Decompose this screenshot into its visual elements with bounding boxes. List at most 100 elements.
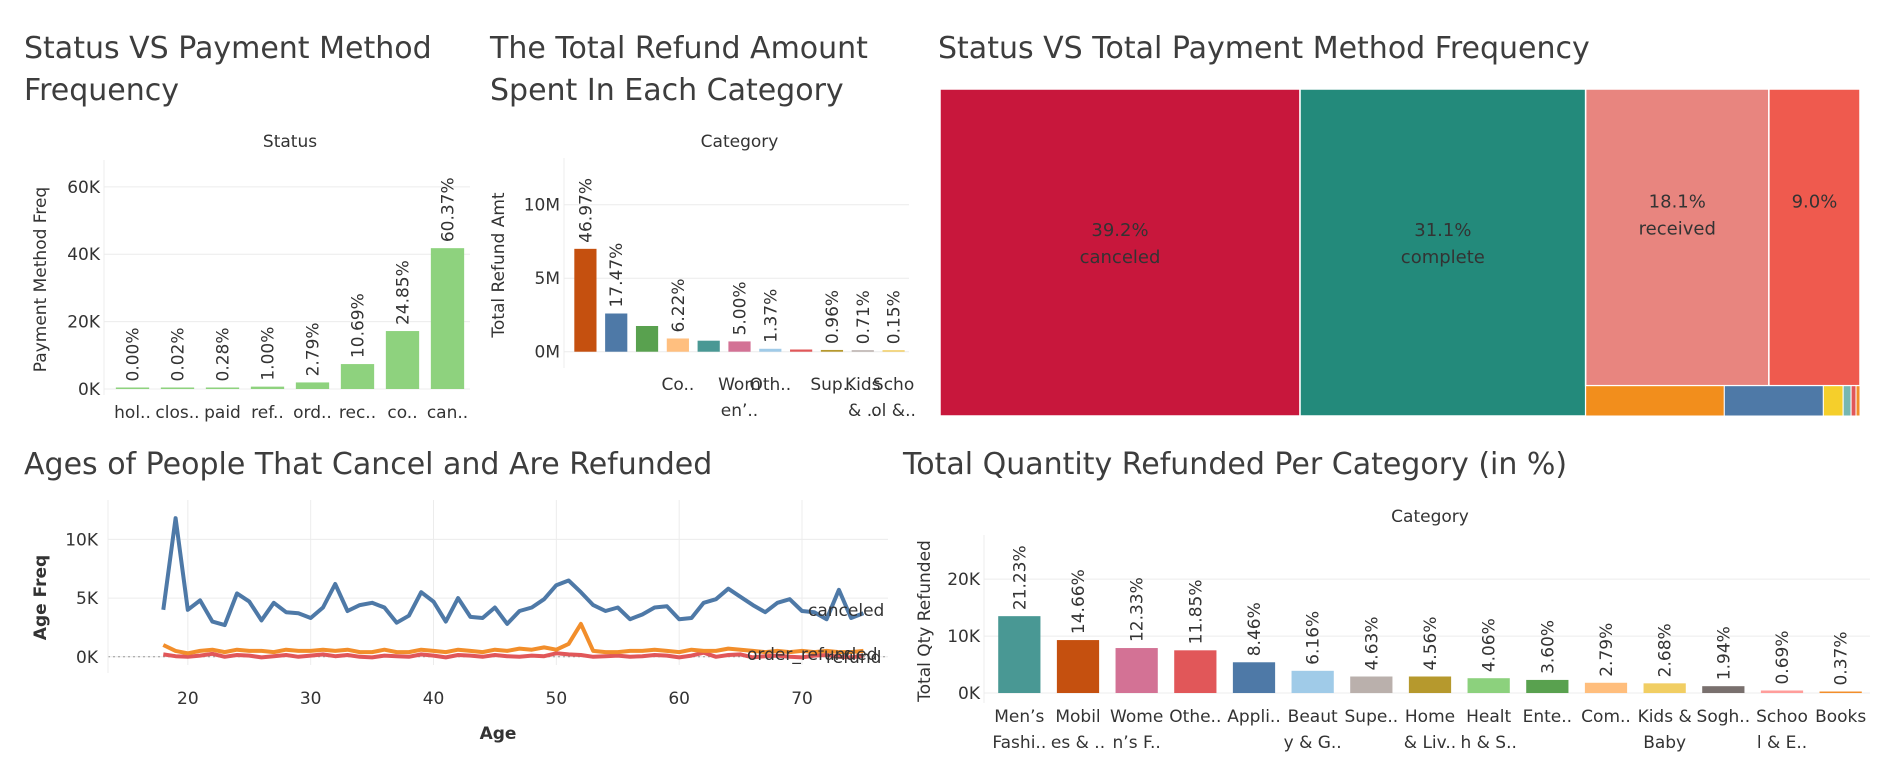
chart-header: Category xyxy=(701,132,779,152)
treemap-block xyxy=(1584,88,1770,387)
data-label: 2.68% xyxy=(1656,623,1676,677)
category-label: ol &.. xyxy=(871,401,916,421)
category-label: Home xyxy=(1405,707,1455,727)
bar xyxy=(1115,648,1158,694)
y-tick-label: 20K xyxy=(947,570,981,590)
bar xyxy=(1702,686,1745,694)
x-tick-label: 30 xyxy=(300,689,322,709)
series-end-label: canceled xyxy=(808,601,884,621)
data-label: 5.00% xyxy=(731,281,751,335)
category-label: & Liv.. xyxy=(1404,733,1456,753)
y-tick-label: 60K xyxy=(67,178,101,198)
bar xyxy=(998,616,1041,694)
x-axis-title: Age xyxy=(480,724,517,744)
category-label: & .. xyxy=(848,401,877,421)
category-label: Mobil xyxy=(1055,707,1100,727)
y-axis-title: Total Qty Refunded xyxy=(915,540,935,703)
treemap-block xyxy=(1299,88,1587,417)
category-label: clos.. xyxy=(155,403,199,423)
data-label: 4.63% xyxy=(1362,616,1382,670)
data-label: 0.71% xyxy=(854,290,874,344)
data-label: 4.56% xyxy=(1421,616,1441,670)
category-label: ord.. xyxy=(293,403,332,423)
category-label: es & .. xyxy=(1051,733,1105,753)
bar xyxy=(1291,670,1334,694)
category-label: Healt xyxy=(1466,707,1511,727)
category-label: l & E.. xyxy=(1757,733,1807,753)
bar xyxy=(1643,683,1686,694)
category-label: Baby xyxy=(1643,733,1686,753)
chart-header: Status xyxy=(263,132,317,152)
data-label: 14.66% xyxy=(1069,569,1089,634)
bar xyxy=(1408,676,1452,694)
category-label: Wom xyxy=(718,375,761,395)
bar xyxy=(728,341,751,352)
treemap-label: complete xyxy=(1401,247,1485,268)
category-label: paid xyxy=(204,403,241,423)
treemap-percent: 18.1% xyxy=(1649,192,1706,213)
treemap-percent: 9.0% xyxy=(1792,192,1838,213)
bar xyxy=(820,349,844,352)
bar xyxy=(635,325,659,352)
bar xyxy=(340,364,375,389)
bar xyxy=(882,350,905,352)
refund-category-title: The Total Refund Amount Spent In Each Ca… xyxy=(490,31,868,108)
treemap-percent: 31.1% xyxy=(1414,220,1471,241)
data-label: 21.23% xyxy=(1010,545,1030,610)
data-label: 8.46% xyxy=(1245,602,1265,656)
data-label: 6.16% xyxy=(1304,611,1324,665)
bar xyxy=(250,386,285,389)
x-tick-label: 50 xyxy=(546,689,568,709)
bar xyxy=(295,382,330,389)
category-label: h & S.. xyxy=(1460,733,1516,753)
y-tick-label: 5M xyxy=(535,269,560,289)
category-label: hol.. xyxy=(114,403,151,423)
data-label: 12.33% xyxy=(1128,577,1148,642)
data-label: 24.85% xyxy=(394,260,414,325)
category-label: Ente.. xyxy=(1523,707,1572,727)
bar xyxy=(1174,650,1217,694)
category-label: Appli.. xyxy=(1227,707,1280,727)
chart-header: Category xyxy=(1391,507,1469,527)
ages-title: Ages of People That Cancel and Are Refun… xyxy=(24,447,713,482)
bar xyxy=(1056,640,1100,694)
y-tick-label: 5K xyxy=(76,589,99,609)
data-label: 2.79% xyxy=(304,322,324,376)
bar xyxy=(115,387,150,389)
data-label: 0.15% xyxy=(885,290,905,344)
data-label: 0.00% xyxy=(124,327,144,381)
treemap-label: received xyxy=(1639,219,1716,240)
series-line xyxy=(162,621,864,656)
category-label: Men’s xyxy=(994,707,1044,727)
data-label: 0.28% xyxy=(214,327,234,381)
category-label: ref.. xyxy=(251,403,284,423)
treemap-percent: 39.2% xyxy=(1091,220,1148,241)
data-label: 0.69% xyxy=(1773,630,1793,684)
bar xyxy=(205,387,240,389)
bar xyxy=(605,313,628,352)
bar xyxy=(697,340,720,352)
x-tick-label: 40 xyxy=(423,689,445,709)
data-label: 0.96% xyxy=(823,290,843,344)
data-label: 1.00% xyxy=(259,327,279,381)
category-label: can.. xyxy=(427,403,468,423)
treemap-block xyxy=(1855,385,1861,417)
y-axis-title: Age Freq xyxy=(31,555,51,640)
bar xyxy=(666,338,689,352)
category-label: Beaut xyxy=(1288,707,1338,727)
data-label: 6.22% xyxy=(669,278,689,332)
bar xyxy=(851,350,874,352)
data-label: 4.06% xyxy=(1480,618,1500,672)
category-label: Com.. xyxy=(1581,707,1631,727)
data-label: 0.37% xyxy=(1832,631,1852,685)
bar xyxy=(1350,676,1393,694)
bar xyxy=(1232,662,1276,694)
category-label: Kids xyxy=(845,375,881,395)
category-label: Sup.. xyxy=(810,375,853,395)
x-tick-label: 20 xyxy=(177,689,199,709)
bar xyxy=(1819,691,1862,694)
